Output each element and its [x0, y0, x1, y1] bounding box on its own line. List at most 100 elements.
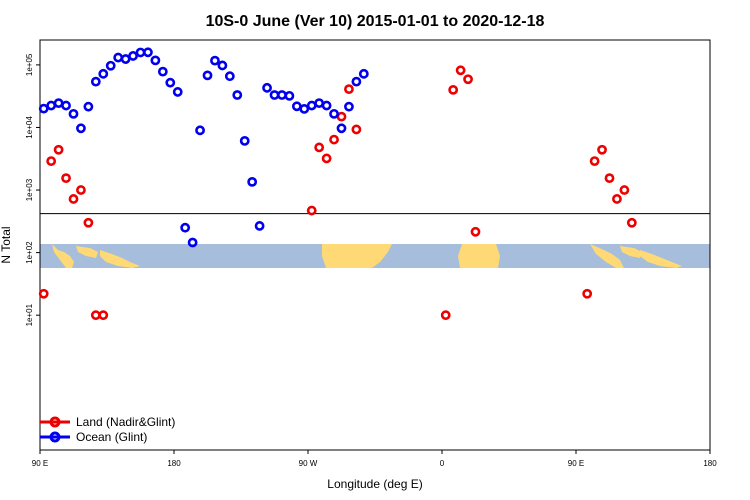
land-point [61, 173, 71, 184]
legend-label-ocean: Ocean (Glint) [76, 430, 147, 444]
ocean-point [76, 123, 86, 134]
map-land-maritime-continent [52, 244, 140, 268]
land-point [53, 144, 64, 155]
y-tick-label: 1e+03 [25, 178, 34, 201]
land-point [612, 194, 622, 204]
ocean-point [269, 90, 280, 100]
x-tick-label: 180 [167, 459, 181, 468]
land-point [448, 84, 459, 95]
ocean-point [202, 70, 213, 81]
ocean-point [321, 100, 332, 111]
ocean-point [239, 135, 250, 146]
ocean-point [299, 104, 310, 114]
ocean-point [336, 123, 347, 134]
land-point [619, 185, 630, 195]
x-axis: 90 E 180 90 W 0 90 E 180 [32, 450, 717, 468]
ocean-point [180, 222, 191, 233]
ocean-point [128, 51, 138, 61]
ocean-point [143, 47, 153, 58]
legend: Land (Nadir&Glint) Ocean (Glint) [40, 415, 175, 444]
y-tick-label: 1e+01 [25, 303, 34, 326]
ocean-point [306, 100, 317, 111]
ocean-point [314, 98, 325, 109]
land-point [321, 153, 332, 164]
y-axis-label: N Total [0, 226, 13, 263]
land-point [626, 217, 637, 228]
ocean-point [224, 71, 235, 82]
ocean-point [98, 68, 109, 79]
ocean-point [120, 54, 131, 64]
ocean-point [105, 60, 116, 71]
ocean-point [254, 221, 265, 231]
ocean-point [90, 76, 101, 87]
ocean-point [232, 90, 243, 100]
ocean-point [210, 55, 220, 66]
land-point [589, 156, 600, 167]
data-points [38, 47, 637, 321]
land-point [90, 310, 101, 321]
ocean-point [61, 100, 71, 111]
ocean-point [262, 82, 272, 93]
land-point [336, 111, 347, 122]
ocean-point [157, 66, 168, 77]
ocean-point [150, 55, 161, 66]
chart-title: 10S-0 June (Ver 10) 2015-01-01 to 2020-1… [206, 13, 545, 30]
ocean-point [113, 52, 124, 63]
land-point [76, 185, 86, 195]
land-point [604, 173, 615, 184]
x-axis-label: Longitude (deg E) [327, 477, 422, 491]
legend-label-land: Land (Nadir&Glint) [76, 415, 175, 429]
plot-frame [39, 39, 711, 451]
land-point [306, 205, 317, 216]
y-tick-label: 1e+02 [25, 241, 34, 264]
legend-land-marker [49, 416, 61, 428]
ocean-point [46, 100, 57, 111]
land-point [351, 124, 362, 135]
ocean-point [247, 176, 258, 187]
land-point [314, 142, 325, 153]
x-tick-label: 0 [440, 459, 445, 468]
y-axis: 1e+01 1e+02 1e+03 1e+04 1e+05 [25, 53, 40, 326]
ocean-point [53, 98, 64, 109]
land-point [329, 134, 339, 145]
ocean-point [284, 90, 295, 101]
ocean-point [329, 108, 339, 119]
x-tick-label: 90 E [568, 459, 584, 468]
map-land-africa [458, 244, 500, 268]
land-point [344, 84, 354, 95]
land-point [597, 144, 607, 155]
land-point [463, 74, 473, 85]
ocean-point [195, 125, 205, 136]
land-point [83, 217, 94, 228]
ocean-point [83, 101, 94, 112]
y-tick-label: 1e+05 [25, 53, 34, 76]
x-tick-label: 90 W [299, 459, 318, 468]
ocean-point [68, 108, 79, 119]
land-point [582, 288, 593, 299]
land-point [98, 310, 109, 321]
ocean-point [291, 101, 302, 112]
land-point [440, 310, 451, 321]
x-tick-label: 180 [703, 459, 717, 468]
land-point [46, 156, 57, 167]
ocean-point [351, 76, 362, 87]
background-map [40, 244, 710, 268]
ocean-point [187, 237, 198, 248]
ocean-point [277, 90, 287, 100]
map-land-south-america [322, 244, 392, 268]
land-point [455, 65, 466, 76]
ocean-point [38, 103, 49, 114]
ocean-point [172, 87, 183, 97]
land-point [470, 226, 481, 237]
y-tick-label: 1e+04 [25, 116, 34, 139]
ocean-point [358, 68, 369, 79]
ocean-point [135, 47, 146, 58]
ocean-point [217, 60, 228, 71]
x-tick-label: 90 E [32, 459, 48, 468]
land-point [68, 194, 79, 204]
legend-ocean-marker [49, 431, 61, 443]
land-point [38, 288, 49, 299]
ocean-point [344, 101, 354, 112]
ocean-point [165, 77, 176, 88]
